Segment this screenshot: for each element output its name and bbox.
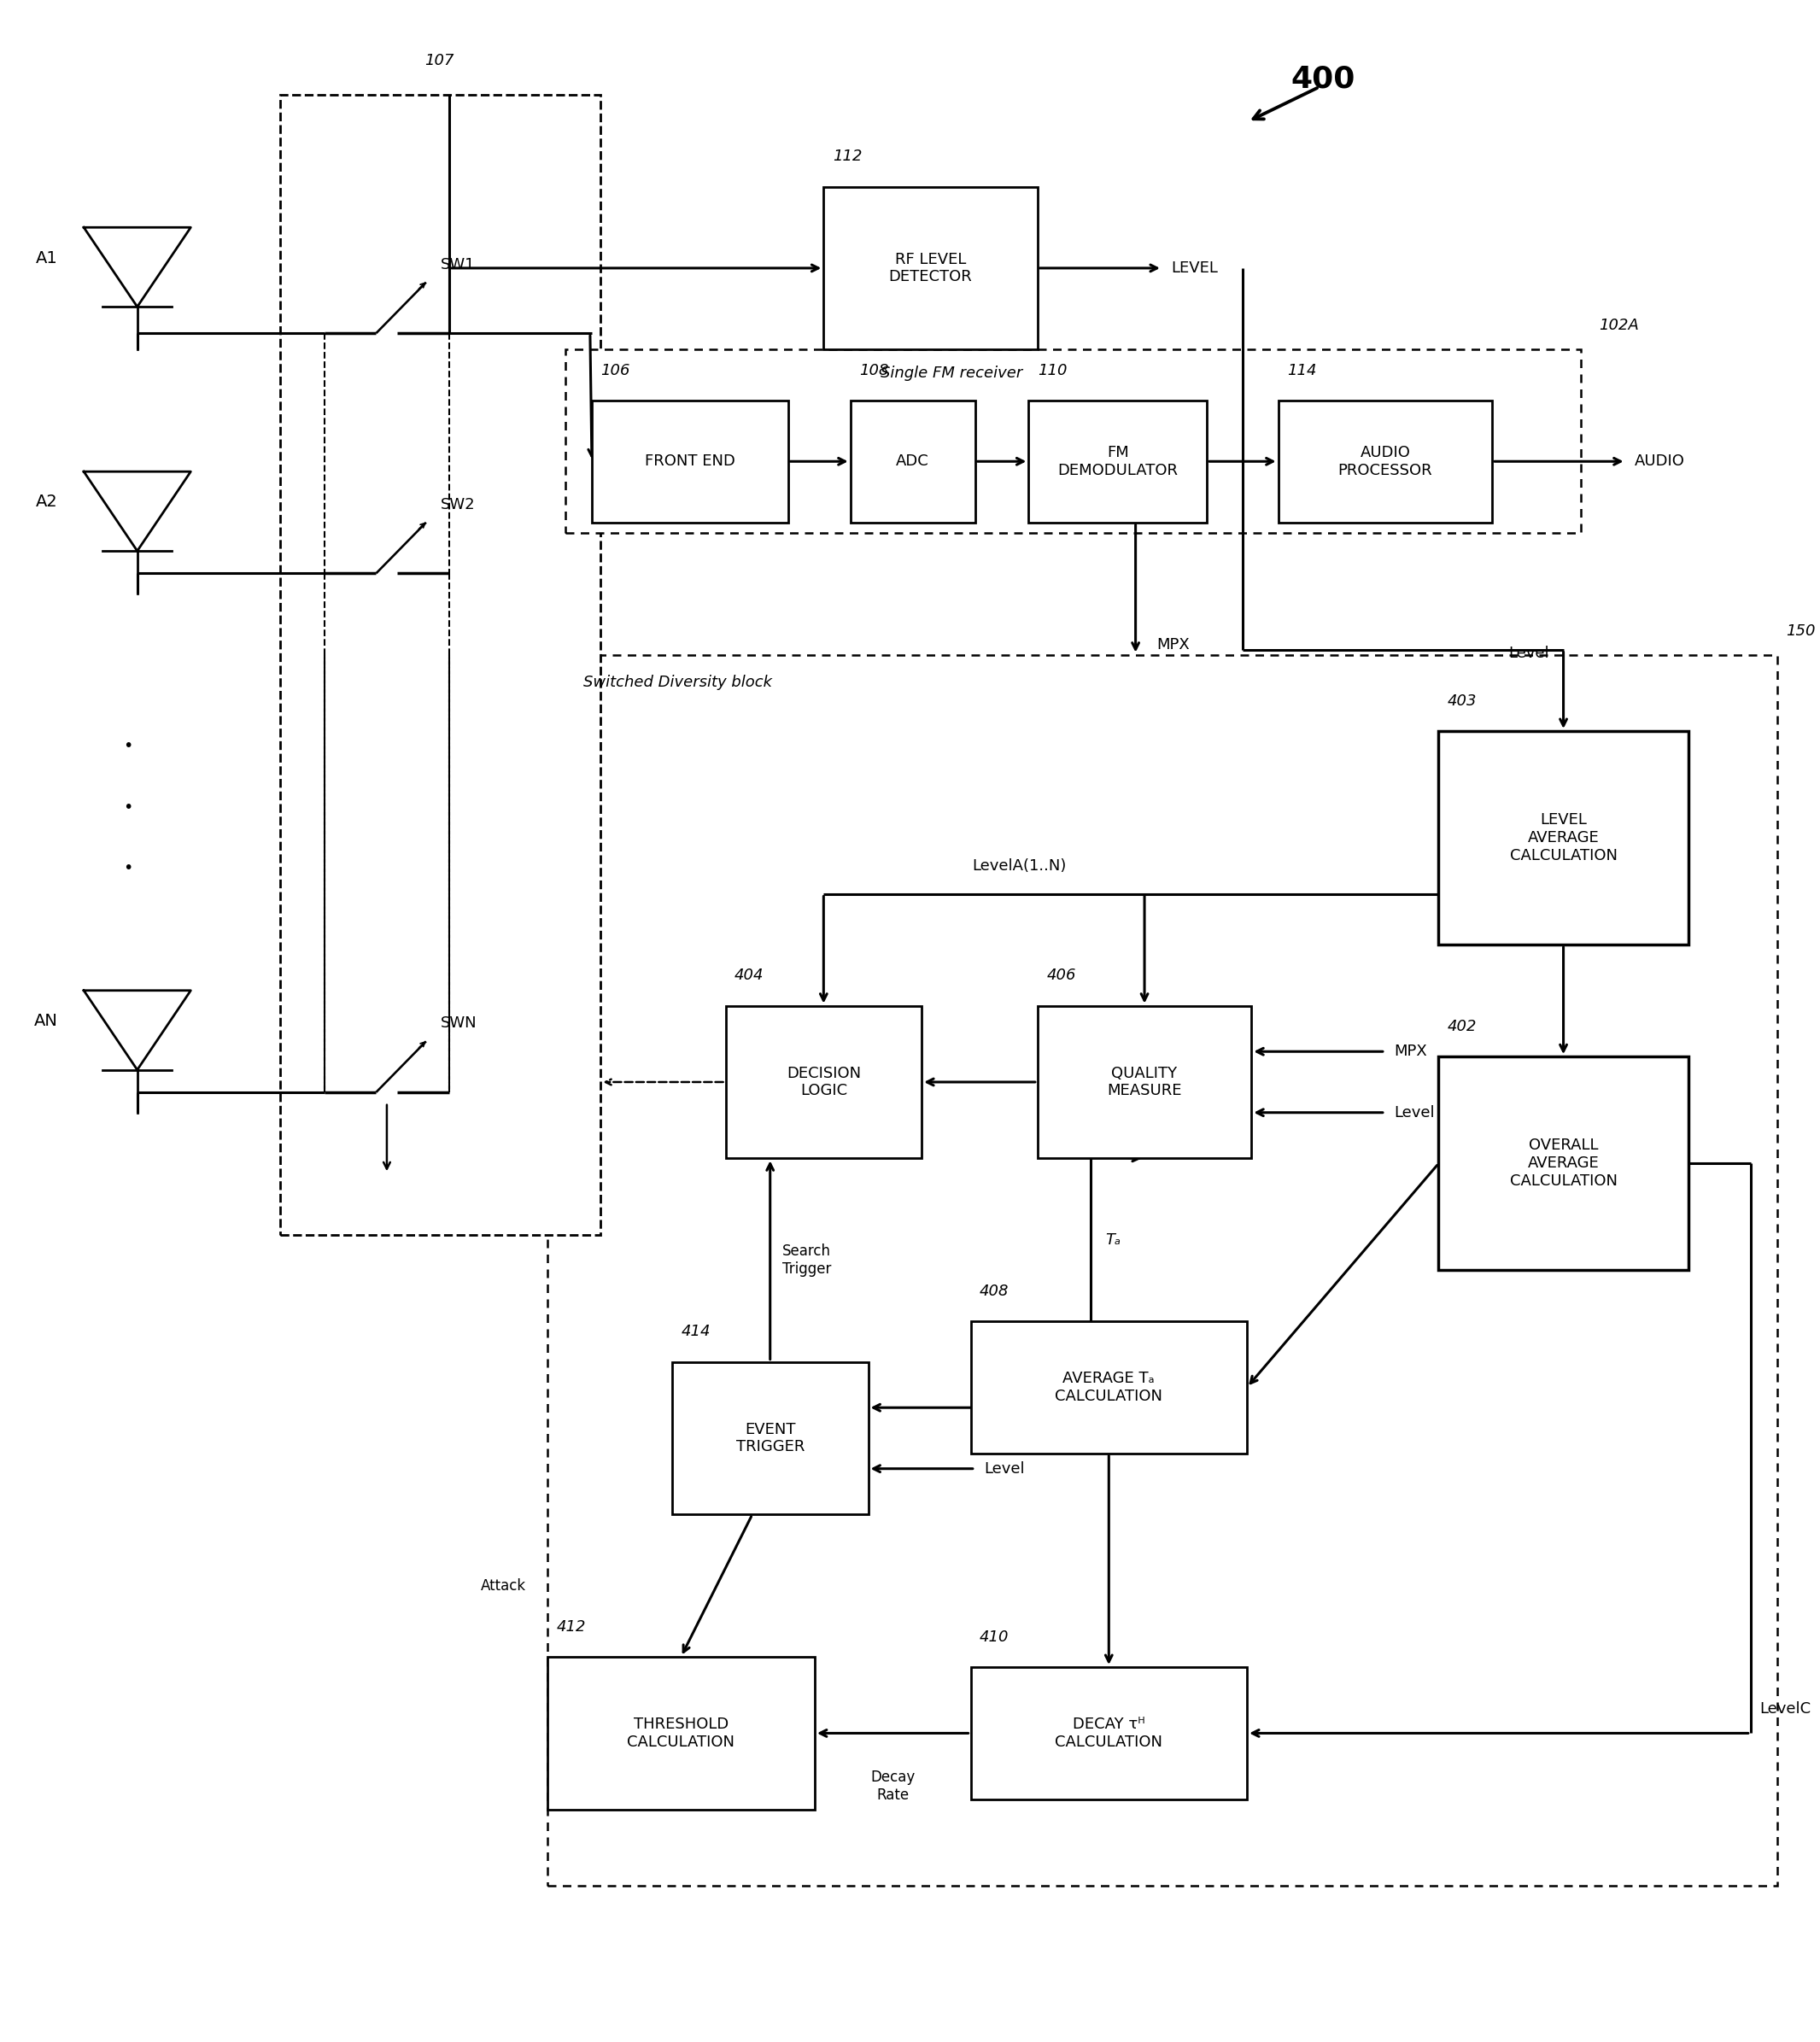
Polygon shape — [84, 472, 191, 551]
Text: ADC: ADC — [895, 453, 930, 470]
FancyBboxPatch shape — [1028, 400, 1207, 523]
Text: LEVEL: LEVEL — [1172, 261, 1218, 276]
FancyBboxPatch shape — [548, 1656, 815, 1809]
Text: 410: 410 — [979, 1630, 1008, 1644]
FancyBboxPatch shape — [564, 349, 1582, 533]
Text: 412: 412 — [557, 1619, 586, 1634]
Text: 404: 404 — [735, 968, 764, 984]
Text: •: • — [124, 860, 133, 876]
Text: 408: 408 — [979, 1282, 1008, 1299]
Text: Attack: Attack — [480, 1578, 526, 1593]
FancyBboxPatch shape — [280, 96, 601, 1235]
Text: 102A: 102A — [1600, 319, 1640, 333]
Text: QUALITY
MEASURE: QUALITY MEASURE — [1107, 1066, 1181, 1099]
Text: RF LEVEL
DETECTOR: RF LEVEL DETECTOR — [888, 251, 972, 284]
Text: 402: 402 — [1447, 1019, 1478, 1033]
FancyBboxPatch shape — [726, 1007, 921, 1158]
Text: Switched Diversity block: Switched Diversity block — [582, 676, 772, 690]
Text: SW2: SW2 — [440, 496, 475, 513]
Text: LEVEL
AVERAGE
CALCULATION: LEVEL AVERAGE CALCULATION — [1509, 813, 1618, 864]
Polygon shape — [84, 227, 191, 306]
Text: AUDIO
PROCESSOR: AUDIO PROCESSOR — [1338, 445, 1432, 478]
Text: OVERALL
AVERAGE
CALCULATION: OVERALL AVERAGE CALCULATION — [1509, 1137, 1618, 1188]
Text: Tₐ: Tₐ — [1105, 1231, 1121, 1248]
Text: THRESHOLD
CALCULATION: THRESHOLD CALCULATION — [628, 1717, 735, 1750]
FancyBboxPatch shape — [672, 1362, 868, 1515]
Text: SWN: SWN — [440, 1015, 477, 1031]
Text: Level: Level — [1509, 645, 1549, 662]
FancyBboxPatch shape — [1438, 1056, 1689, 1270]
FancyBboxPatch shape — [970, 1666, 1247, 1799]
Text: 108: 108 — [859, 363, 888, 378]
Text: 106: 106 — [601, 363, 630, 378]
Text: Search
Trigger: Search Trigger — [783, 1244, 832, 1276]
Text: 107: 107 — [424, 53, 453, 69]
Text: 112: 112 — [832, 149, 863, 163]
Text: A1: A1 — [35, 249, 58, 265]
Text: AVERAGE Tₐ
CALCULATION: AVERAGE Tₐ CALCULATION — [1056, 1370, 1163, 1403]
Text: LevelC: LevelC — [1760, 1701, 1811, 1717]
Text: AUDIO: AUDIO — [1634, 453, 1685, 470]
Text: FRONT END: FRONT END — [644, 453, 735, 470]
Text: SW1: SW1 — [440, 257, 475, 272]
Text: DECISION
LOGIC: DECISION LOGIC — [786, 1066, 861, 1099]
Text: 114: 114 — [1287, 363, 1316, 378]
Text: MPX: MPX — [1158, 637, 1190, 651]
Polygon shape — [84, 990, 191, 1070]
FancyBboxPatch shape — [1037, 1007, 1252, 1158]
FancyBboxPatch shape — [970, 1321, 1247, 1454]
Text: 406: 406 — [1046, 968, 1076, 984]
Text: Single FM receiver: Single FM receiver — [881, 366, 1023, 382]
Text: 150: 150 — [1785, 623, 1816, 639]
FancyBboxPatch shape — [548, 655, 1778, 1887]
Text: Level: Level — [1394, 1105, 1434, 1121]
Text: Decay
Rate: Decay Rate — [870, 1770, 915, 1803]
FancyBboxPatch shape — [592, 400, 788, 523]
Text: MPX: MPX — [1394, 1043, 1427, 1060]
Text: AN: AN — [35, 1013, 58, 1029]
FancyBboxPatch shape — [850, 400, 976, 523]
FancyBboxPatch shape — [1278, 400, 1492, 523]
Text: •: • — [124, 737, 133, 753]
Text: 400: 400 — [1290, 65, 1354, 94]
Text: Level: Level — [985, 1460, 1025, 1476]
Text: 414: 414 — [681, 1323, 710, 1340]
Text: FM
DEMODULATOR: FM DEMODULATOR — [1057, 445, 1178, 478]
Text: MPX: MPX — [985, 1401, 1017, 1415]
FancyBboxPatch shape — [1438, 731, 1689, 945]
Text: A2: A2 — [35, 494, 58, 510]
Text: DECAY τᴴ
CALCULATION: DECAY τᴴ CALCULATION — [1056, 1717, 1163, 1750]
Text: EVENT
TRIGGER: EVENT TRIGGER — [735, 1421, 804, 1454]
Text: 403: 403 — [1447, 694, 1478, 709]
Text: 110: 110 — [1037, 363, 1067, 378]
Text: LevelA(1..N): LevelA(1..N) — [972, 858, 1067, 874]
Text: •: • — [124, 798, 133, 815]
FancyBboxPatch shape — [824, 186, 1037, 349]
